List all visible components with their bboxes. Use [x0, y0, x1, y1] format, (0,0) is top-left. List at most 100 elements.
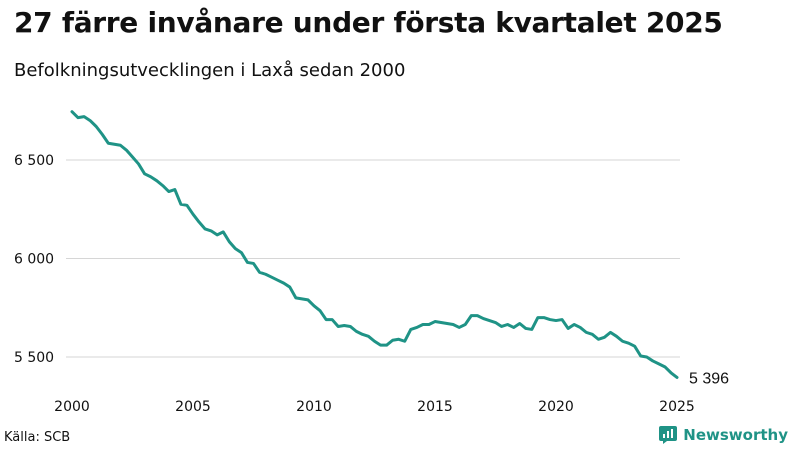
y-axis-tick-labels: 5 500 6 000 6 500 [14, 153, 54, 366]
data-point [488, 319, 491, 322]
data-point [500, 325, 503, 328]
data-point [198, 221, 201, 224]
data-point [579, 326, 582, 329]
data-point [409, 328, 412, 331]
data-point [385, 344, 388, 347]
x-tick-label: 2015 [417, 399, 453, 415]
chart-title: 27 färre invånare under första kvartalet… [14, 6, 723, 39]
data-point [325, 318, 328, 321]
data-point [179, 203, 182, 206]
data-point [119, 144, 122, 147]
data-labels: 5 396 [689, 370, 729, 387]
data-point [494, 321, 497, 324]
data-point [264, 273, 267, 276]
brand-name: Newsworthy [683, 426, 788, 444]
data-point [458, 326, 461, 329]
data-point [185, 204, 188, 207]
data-point [542, 316, 545, 319]
y-tick-label: 6 500 [14, 153, 54, 169]
data-point [621, 340, 624, 343]
data-point [452, 323, 455, 326]
data-point [288, 286, 291, 289]
data-point [270, 276, 273, 279]
data-point [391, 339, 394, 342]
data-point [228, 240, 231, 243]
data-point [633, 345, 636, 348]
data-point [561, 318, 564, 321]
data-point [282, 282, 285, 285]
x-tick-label: 2025 [659, 399, 695, 415]
data-point [651, 359, 654, 362]
data-point [597, 338, 600, 341]
data-point [192, 213, 195, 216]
data-point [506, 323, 509, 326]
data-point [167, 190, 170, 193]
data-point [173, 188, 176, 191]
data-point [403, 340, 406, 343]
x-tick-label: 2020 [538, 399, 574, 415]
data-point [113, 143, 116, 146]
data-point [234, 247, 237, 250]
data-point [107, 142, 110, 145]
data-point [518, 322, 521, 325]
y-tick-label: 5 500 [14, 350, 54, 366]
data-point [77, 116, 80, 119]
source-note: Källa: SCB [4, 430, 71, 445]
data-point [464, 323, 467, 326]
data-point [149, 175, 152, 178]
data-point [657, 362, 660, 365]
data-point [101, 133, 104, 136]
data-point [131, 156, 134, 159]
data-point [663, 365, 666, 368]
data-point [627, 342, 630, 345]
data-point [294, 296, 297, 299]
data-point [83, 115, 86, 118]
data-point [300, 297, 303, 300]
data-point [222, 230, 225, 233]
data-point [591, 333, 594, 336]
data-point [379, 344, 382, 347]
data-point [313, 304, 316, 307]
data-point [143, 172, 146, 175]
chart-subtitle: Befolkningsutvecklingen i Laxå sedan 200… [14, 60, 406, 81]
data-point [567, 327, 570, 330]
data-point [421, 323, 424, 326]
data-point [512, 326, 515, 329]
data-point [645, 356, 648, 359]
data-point [397, 338, 400, 341]
data-point [137, 162, 140, 165]
data-point [331, 318, 334, 321]
data-point [373, 340, 376, 343]
data-point [95, 125, 98, 128]
data-point [524, 327, 527, 330]
x-tick-label: 2000 [54, 399, 90, 415]
series-line-population [70, 110, 679, 379]
data-point [89, 119, 92, 122]
data-point [319, 309, 322, 312]
data-point [71, 110, 74, 113]
data-point [639, 355, 642, 358]
data-point [155, 179, 158, 182]
data-point [482, 317, 485, 320]
brand-logo[interactable]: Newsworthy [659, 426, 788, 444]
data-point [427, 323, 430, 326]
data-point [161, 184, 164, 187]
y-tick-label: 6 000 [14, 252, 54, 268]
data-point [476, 314, 479, 317]
data-point [355, 330, 358, 333]
data-point [615, 335, 618, 338]
data-point [252, 262, 255, 265]
data-point [125, 149, 128, 152]
data-point [530, 328, 533, 331]
newsworthy-logo-icon [659, 426, 678, 444]
data-point [240, 251, 243, 254]
data-point [361, 333, 364, 336]
data-point [210, 229, 213, 232]
data-point [470, 314, 473, 317]
data-point [415, 326, 418, 329]
grid-lines [66, 159, 680, 358]
data-point [258, 271, 261, 274]
series-layer [70, 110, 679, 379]
data-point [609, 331, 612, 334]
data-point [573, 323, 576, 326]
